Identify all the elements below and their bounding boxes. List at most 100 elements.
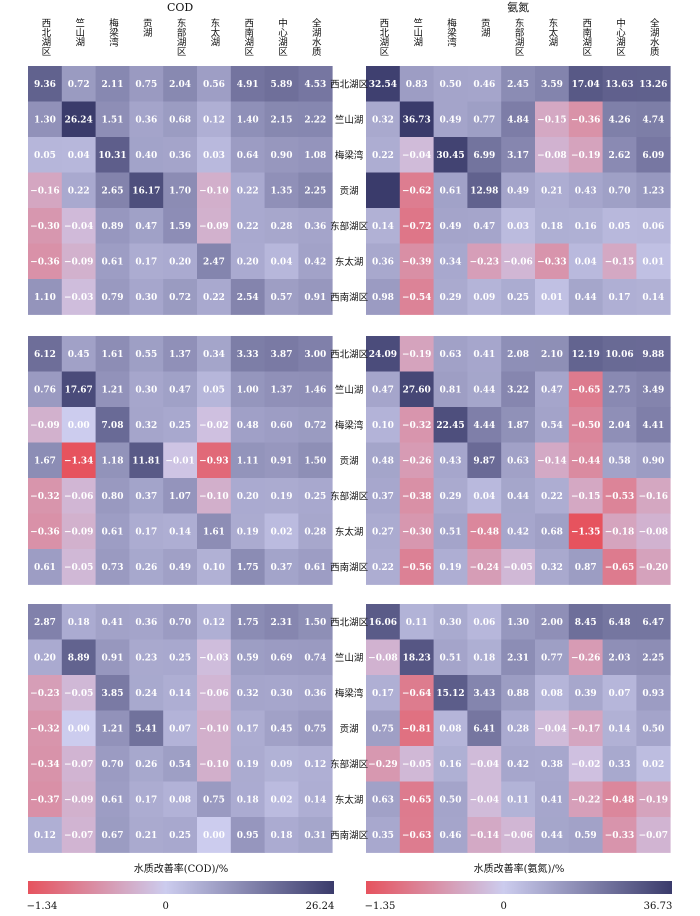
cod-cell-value: 0.90 <box>271 151 293 161</box>
nh-cell-value: −0.02 <box>571 760 600 770</box>
cod-cell-value: 0.34 <box>203 350 225 360</box>
cod-cell-value: 0.36 <box>135 618 157 628</box>
cod-cell-value: 3.85 <box>102 689 124 699</box>
cod-cell-value: 1.07 <box>169 492 191 502</box>
cod-cell <box>163 243 198 280</box>
nh-cell-value: −0.65 <box>402 795 431 805</box>
nh-cell-value: 2.31 <box>507 653 529 663</box>
nh-cell-value: 2.10 <box>541 350 563 360</box>
nh-cell-value: 4.26 <box>609 115 631 125</box>
nh-cell-value: 0.44 <box>541 831 563 841</box>
cod-cell-value: 0.36 <box>304 222 326 232</box>
nh-cell <box>467 604 502 640</box>
row-label: 竺山湖 <box>335 114 364 126</box>
cod-cell-value: −0.09 <box>64 257 93 267</box>
nh-cell-value: 3.22 <box>507 385 529 395</box>
cod-col-label: 梅梁湾 <box>107 17 119 47</box>
nh-col-label: 东太湖 <box>546 17 558 47</box>
cod-col-label: 全湖水质 <box>310 17 322 57</box>
nh-cell <box>366 66 401 102</box>
cod-cell <box>264 746 299 782</box>
nh-cell <box>535 478 570 514</box>
nh-cell-value: 2.04 <box>609 421 631 431</box>
nh-cell <box>366 639 401 676</box>
cod-cell-value: 1.21 <box>102 724 124 734</box>
nh-cell <box>636 513 671 550</box>
nh-cell-value: 0.22 <box>541 492 563 502</box>
cod-cell-value: −0.06 <box>64 492 93 502</box>
cod-cell <box>197 371 232 408</box>
cod-cell <box>95 513 130 550</box>
nh-cell-value: 0.36 <box>372 257 394 267</box>
cod-cell <box>61 604 96 640</box>
nh-cell-value: −0.20 <box>639 563 668 573</box>
cod-cell-value: 0.75 <box>304 724 326 734</box>
cod-cell-value: 0.67 <box>102 831 124 841</box>
nh-cell-value: −0.04 <box>470 760 499 770</box>
cod-cell <box>61 549 96 585</box>
row-label: 梅梁湾 <box>335 149 364 161</box>
nh-cell <box>602 478 637 514</box>
cod-cell-value: 0.61 <box>102 257 124 267</box>
cod-cell-value: −0.30 <box>30 222 59 232</box>
cod-cell-value: −0.07 <box>64 831 93 841</box>
nh-cell-value: 0.39 <box>575 689 597 699</box>
nh-cell <box>467 513 502 550</box>
nh-cell <box>467 208 502 244</box>
cod-cell-value: 0.76 <box>34 385 56 395</box>
nh-cell-value: −0.54 <box>402 293 431 303</box>
nh-cell <box>636 549 671 585</box>
nh-cell-value: 0.01 <box>541 293 563 303</box>
nh-col-label: 竺山湖 <box>411 17 423 47</box>
nh-cell-value: 6.41 <box>473 724 495 734</box>
cod-cell-value: −0.93 <box>199 456 228 466</box>
nh-cell <box>535 101 570 138</box>
nh-col-label: 东部湖区 <box>513 17 525 56</box>
cod-cell <box>163 746 198 782</box>
cod-cell <box>230 442 265 479</box>
nh-cell-value: 2.62 <box>609 151 631 161</box>
cod-cell <box>298 243 333 280</box>
cod-cell-value: −0.36 <box>30 257 59 267</box>
nh-cell <box>602 336 637 372</box>
cod-cell <box>129 604 164 640</box>
cod-cell <box>95 710 130 747</box>
nh-cell-value: 0.14 <box>642 293 664 303</box>
nh-cell-value: 18.23 <box>403 653 431 663</box>
cod-cell-value: 0.91 <box>271 456 293 466</box>
nh-cell <box>399 710 434 747</box>
cod-cell-value: 0.95 <box>237 831 259 841</box>
cod-cell-value: 0.73 <box>102 563 124 573</box>
ammonia-title: 氨氮 <box>507 0 529 14</box>
nh-cell <box>433 66 468 102</box>
nh-cell <box>366 746 401 782</box>
nh-cell-value: 4.44 <box>473 421 495 431</box>
cod-cell-value: 0.59 <box>237 653 259 663</box>
cod-cell <box>264 279 299 315</box>
nh-cell-value: 0.41 <box>473 350 495 360</box>
nh-cell-value: 0.08 <box>440 724 462 734</box>
cod-cell-value: 0.72 <box>68 80 90 90</box>
cod-cell <box>197 243 232 280</box>
cod-cell <box>129 781 164 818</box>
cod-cell-value: 0.20 <box>237 492 259 502</box>
nh-cell <box>399 172 434 209</box>
cod-cell <box>264 478 299 514</box>
cod-cell <box>230 549 265 585</box>
cod-cell <box>163 279 198 315</box>
cod-cell <box>28 604 63 640</box>
nh-cell-value: 0.30 <box>440 618 462 628</box>
cod-cell-value: −0.03 <box>64 293 93 303</box>
nh-cell <box>602 604 637 640</box>
nh-cell <box>467 817 502 853</box>
cod-cell-value: 1.08 <box>304 151 326 161</box>
cod-cell <box>129 442 164 479</box>
cod-cell <box>95 478 130 514</box>
cod-cell <box>163 66 198 102</box>
cod-col-label: 中心湖区 <box>276 17 288 56</box>
cod-cell-value: 16.17 <box>132 186 160 196</box>
cod-cell-value: 0.61 <box>304 563 326 573</box>
cod-cell-value: 6.12 <box>34 350 56 360</box>
cod-cell-value: 1.61 <box>203 527 225 537</box>
cod-cell-value: −0.09 <box>64 795 93 805</box>
